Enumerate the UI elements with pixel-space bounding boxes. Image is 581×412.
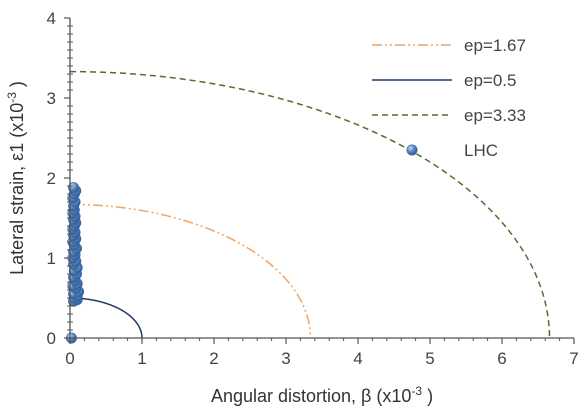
axes xyxy=(64,17,575,344)
x-tick-label: 6 xyxy=(497,349,506,368)
x-tick-label: 3 xyxy=(281,349,290,368)
x-tick-label: 2 xyxy=(209,349,218,368)
y-tick-label: 0 xyxy=(47,329,56,348)
x-tick-label: 7 xyxy=(569,349,578,368)
legend-item: ep=0.5 xyxy=(372,71,516,90)
legend-swatch xyxy=(406,144,418,156)
legend-item: ep=1.67 xyxy=(372,36,526,55)
x-tick-label: 1 xyxy=(137,349,146,368)
legend-label: ep=3.33 xyxy=(464,106,526,125)
x-tick-label: 5 xyxy=(425,349,434,368)
y-tick-labels: 0 1 2 3 4 xyxy=(47,9,56,348)
legend-item: ep=3.33 xyxy=(372,106,526,125)
x-tick-label: 0 xyxy=(65,349,74,368)
y-tick-label: 3 xyxy=(47,89,56,108)
curve-ep-0-5 xyxy=(69,297,143,339)
legend-label: ep=1.67 xyxy=(464,36,526,55)
x-tick-labels: 0 1 2 3 4 5 6 7 xyxy=(65,349,578,368)
y-tick-label: 4 xyxy=(47,9,56,28)
legend-label: LHC xyxy=(464,141,498,160)
lhc-point xyxy=(68,182,80,194)
lhc-points xyxy=(65,182,85,344)
legend: ep=1.67 ep=0.5 ep=3.33 LHC xyxy=(372,36,526,160)
legend-item: LHC xyxy=(406,141,498,160)
legend-label: ep=0.5 xyxy=(464,71,516,90)
y-axis-title: Lateral strain, ε1 (x10-3 ) xyxy=(5,81,27,275)
y-tick-label: 2 xyxy=(47,169,56,188)
x-axis-title: Angular distortion, β (x10-3 ) xyxy=(211,384,433,406)
curve-ep-1-67 xyxy=(69,203,312,339)
x-tick-label: 4 xyxy=(353,349,362,368)
y-tick-label: 1 xyxy=(47,249,56,268)
